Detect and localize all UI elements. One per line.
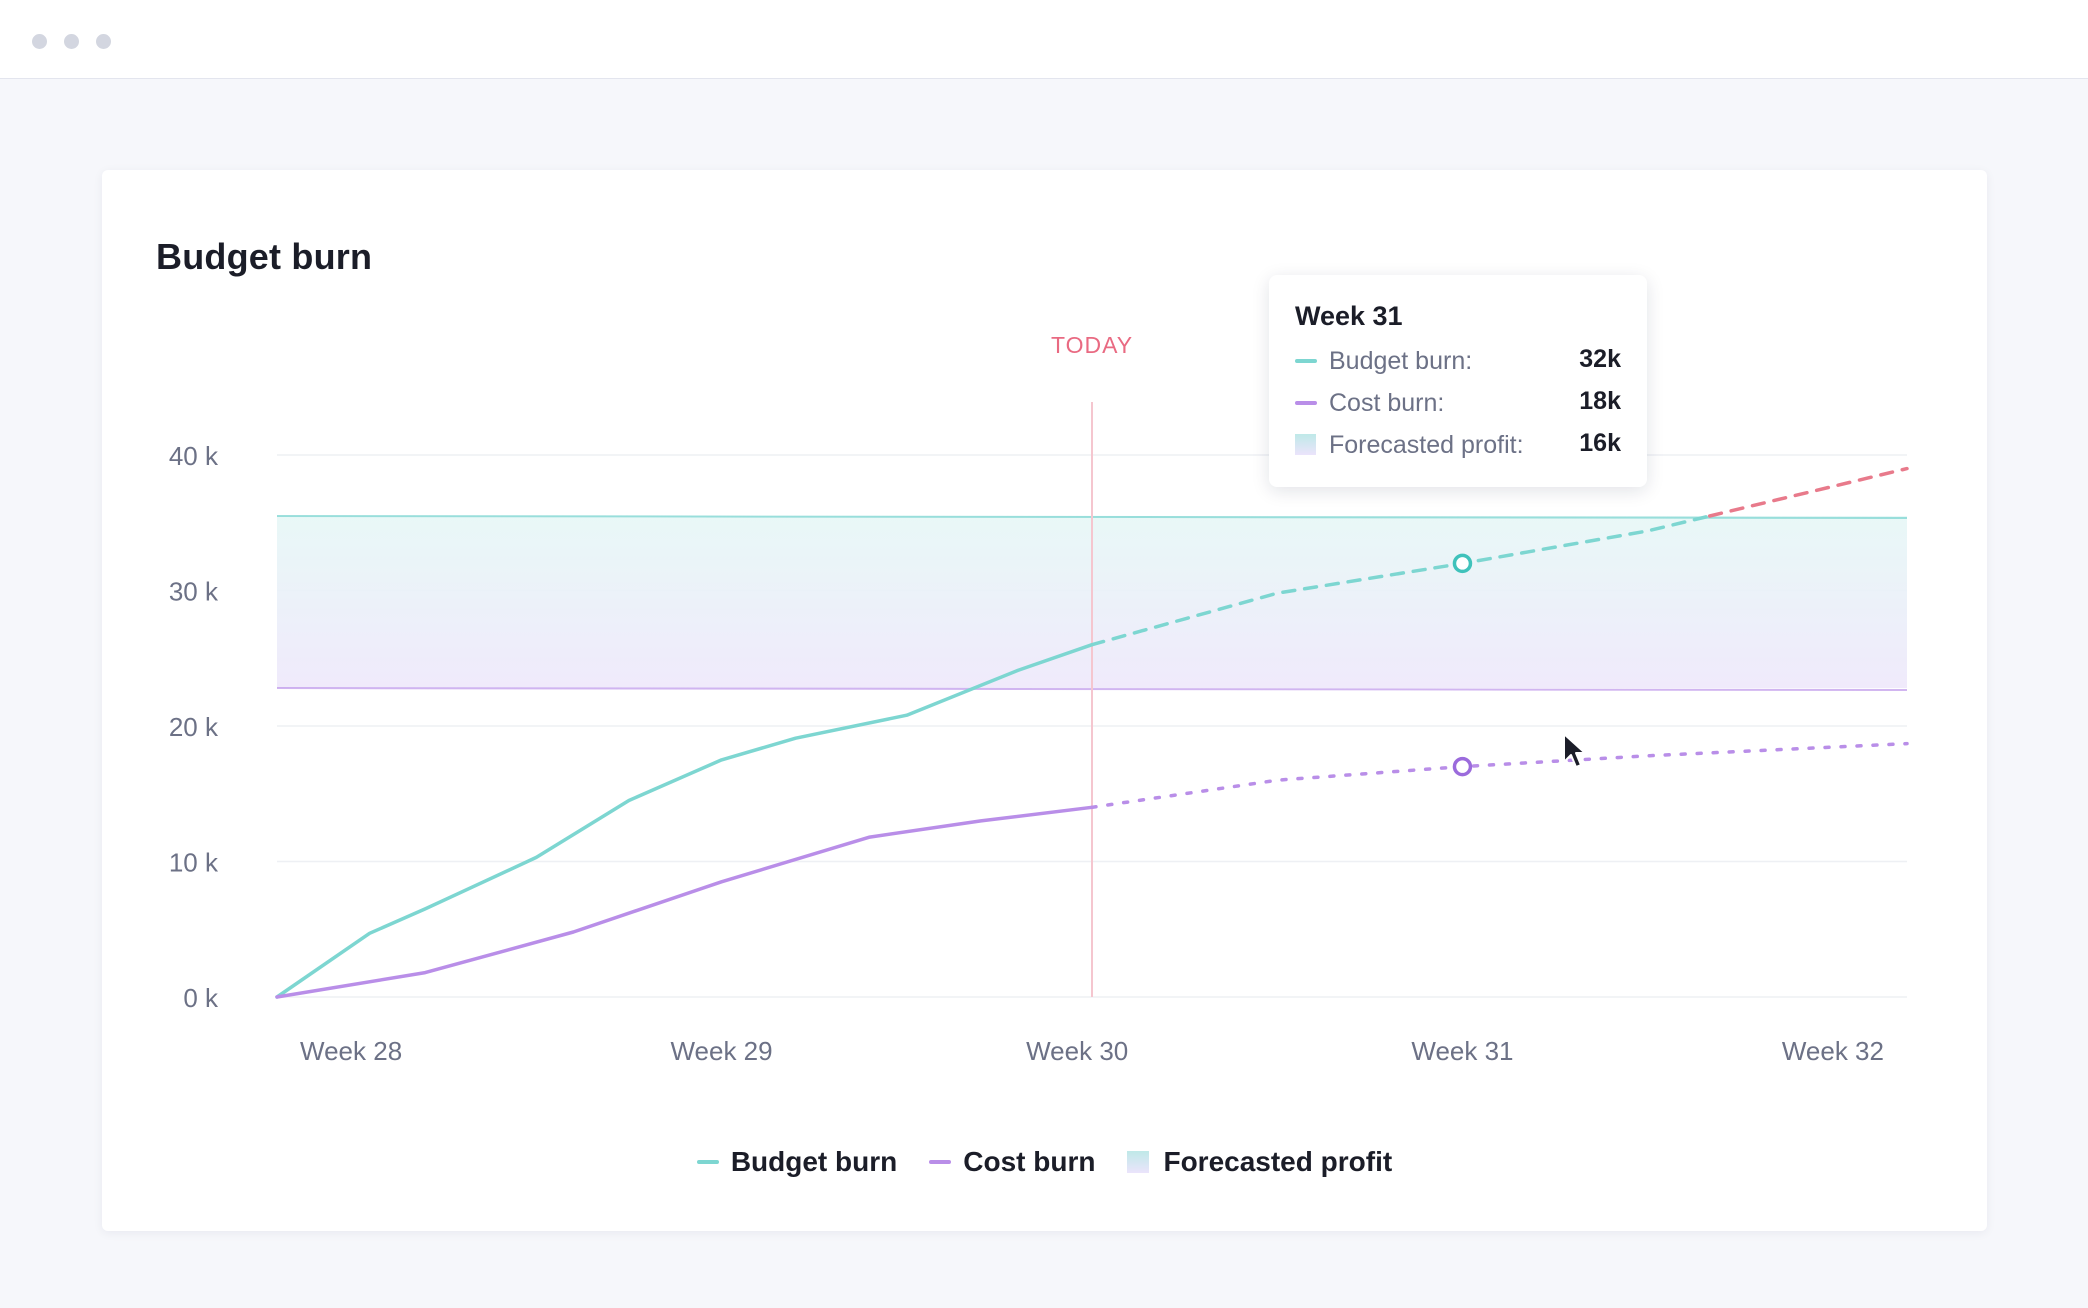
budget-burn-over-budget-line bbox=[1707, 466, 1909, 518]
tooltip-label: Forecasted profit: bbox=[1329, 431, 1524, 459]
budget-burn-card: Budget burn TODAY 0 k 10 k 20 k 30 k 40 k Wee… bbox=[102, 170, 1987, 1231]
legend-item-budget-burn[interactable]: Budget burn bbox=[696, 1146, 898, 1178]
tooltip-label: Cost burn: bbox=[1329, 389, 1445, 417]
profit-swatch-icon bbox=[1295, 434, 1316, 455]
legend-label: Cost burn bbox=[963, 1146, 1096, 1177]
y-tick-label: 20 k bbox=[169, 712, 219, 742]
budget-burn-chart[interactable]: TODAY 0 k 10 k 20 k 30 k 40 k Week 28 Week 29 W… bbox=[102, 170, 1987, 1170]
cost-swatch-icon bbox=[1295, 401, 1317, 405]
card-title: Budget burn bbox=[156, 236, 373, 277]
profit-box-icon bbox=[1127, 1151, 1150, 1173]
y-tick-label: 40 k bbox=[169, 441, 219, 471]
y-tick-label: 30 k bbox=[169, 577, 219, 607]
y-tick-label: 10 k bbox=[169, 848, 219, 878]
window-control-dot[interactable] bbox=[32, 34, 47, 49]
y-tick-label: 0 k bbox=[183, 983, 219, 1013]
budget-line-icon bbox=[696, 1160, 719, 1164]
cost-line-icon bbox=[929, 1160, 952, 1164]
tooltip-row-budget: Budget burn: 32k bbox=[1295, 345, 1621, 377]
cost-burn-actual-line bbox=[275, 805, 1094, 999]
tooltip-row-profit: Forecasted profit: 16k bbox=[1295, 429, 1621, 461]
tooltip-value: 16k bbox=[1579, 429, 1621, 457]
window-control-dot[interactable] bbox=[64, 34, 79, 49]
x-tick-label: Week 30 bbox=[1026, 1036, 1128, 1066]
budget-swatch-icon bbox=[1295, 359, 1317, 363]
window-control-dot[interactable] bbox=[96, 34, 111, 49]
budget-burn-hover-point bbox=[1452, 553, 1473, 574]
mouse-pointer-icon bbox=[1563, 733, 1586, 768]
axis-labels: 0 k 10 k 20 k 30 k 40 k Week 28 Week 29 Week 30… bbox=[169, 441, 1884, 1066]
today-marker: TODAY bbox=[1051, 332, 1133, 997]
tooltip-row-cost: Cost burn: 18k bbox=[1295, 387, 1621, 419]
cost-burn-forecast-line bbox=[1090, 741, 1909, 810]
window-titlebar bbox=[0, 0, 2088, 79]
legend-item-cost-burn[interactable]: Cost burn bbox=[929, 1146, 1095, 1178]
tooltip-value: 32k bbox=[1579, 345, 1621, 373]
highlight-points bbox=[1452, 553, 1473, 777]
x-tick-label: Week 32 bbox=[1782, 1036, 1884, 1066]
legend-label: Budget burn bbox=[730, 1146, 898, 1177]
cost-burn-hover-point bbox=[1452, 756, 1473, 777]
tooltip-title: Week 31 bbox=[1295, 301, 1403, 331]
x-tick-label: Week 29 bbox=[670, 1036, 772, 1066]
today-label: TODAY bbox=[1051, 332, 1133, 358]
x-tick-label: Week 31 bbox=[1411, 1036, 1513, 1066]
tooltip-value: 18k bbox=[1579, 387, 1621, 415]
tooltip-label: Budget burn: bbox=[1329, 347, 1473, 375]
chart-legend: Budget burn Cost burn Forecasted profit bbox=[102, 1142, 1987, 1182]
budget-burn-actual-line bbox=[275, 642, 1094, 999]
legend-item-forecasted-profit[interactable]: Forecasted profit bbox=[1127, 1146, 1392, 1178]
x-tick-label: Week 28 bbox=[300, 1036, 402, 1066]
legend-label: Forecasted profit bbox=[1163, 1146, 1393, 1177]
hover-tooltip: Week 31 Budget burn: 32k Cost burn: 18k … bbox=[1269, 275, 1647, 487]
